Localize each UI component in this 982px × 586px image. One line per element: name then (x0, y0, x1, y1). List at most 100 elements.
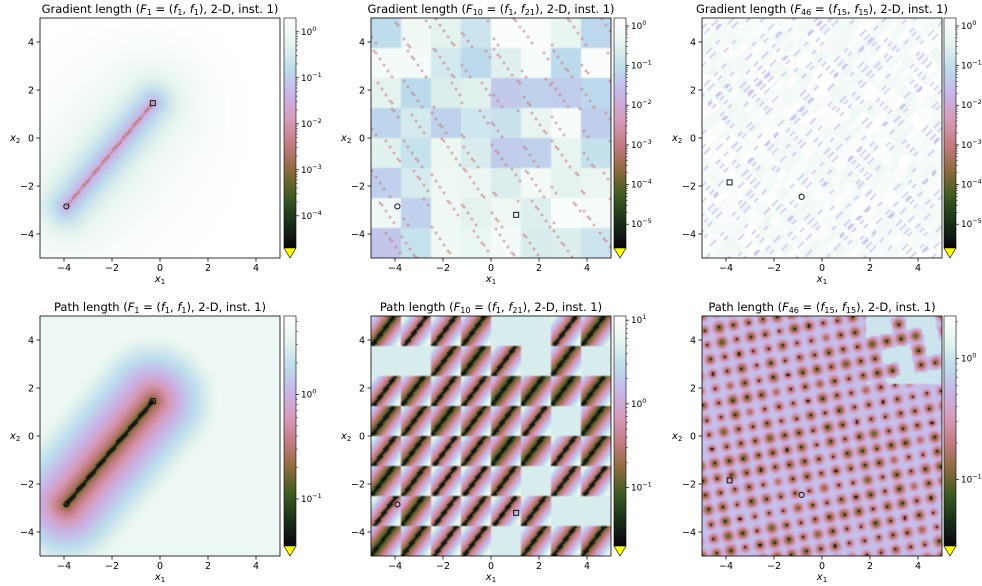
colorbar-gradient (613, 315, 627, 547)
colorbar-tick-label: 10−5 (631, 217, 652, 230)
chart-title: Path length (F46 = (f15, f15), 2-D, inst… (708, 300, 935, 315)
x-tick-label: −4 (719, 263, 733, 274)
colorbar-under-triangle (283, 247, 297, 259)
x-tick-label: −4 (57, 561, 71, 572)
y-tick-label: −4 (682, 230, 696, 241)
subplot-6: −4 −2 0 2 4 −4 −2 0 2 4 x1 x2 Path length (F46 = (f1… (671, 300, 982, 584)
y-tick-label: 2 (690, 384, 696, 395)
colorbar-tick-label: 10−2 (961, 98, 982, 111)
colorbar-tick-label: 10−3 (301, 163, 322, 176)
subplot-1: −4 −2 0 2 4 −4 −2 0 2 4 x1 x2 Gradient length (F1 = … (9, 2, 322, 286)
y-tick-label: −2 (682, 182, 696, 193)
x-tick-label: −4 (57, 263, 71, 274)
subplot-2: −4 −2 0 2 4 −4 −2 0 2 4 x1 x2 Gradient length (F10 =… (340, 2, 652, 286)
colorbar: 100 10−1 10−2 10−3 10−4 10−5 (613, 17, 652, 259)
colorbar: 101 100 10−1 (613, 313, 652, 557)
colorbar-tick-label: 10−4 (961, 178, 982, 191)
colorbar-tick-label: 10−4 (631, 178, 652, 191)
subplot-5: −4 −2 0 2 4 −4 −2 0 2 4 x1 x2 Path length (F10 = (f1… (340, 300, 652, 584)
y-tick-label: 2 (359, 384, 365, 395)
x-axis-label: x1 (816, 274, 827, 286)
heatmap-image (40, 18, 280, 258)
y-tick-label: 0 (359, 432, 365, 443)
colorbar: 100 10−1 10−2 10−3 10−4 (283, 17, 322, 259)
y-tick-label: −4 (682, 528, 696, 539)
y-axis-label: x2 (671, 431, 682, 443)
x-tick-label: −2 (767, 263, 781, 274)
x-tick-label: −2 (436, 263, 450, 274)
colorbar-gradient (943, 17, 957, 249)
y-tick-label: 0 (690, 432, 696, 443)
y-axis-label: x2 (9, 133, 20, 145)
x-tick-label: 2 (536, 263, 542, 274)
y-tick-label: 0 (359, 134, 365, 145)
y-tick-label: 4 (28, 38, 34, 49)
colorbar-tick-label: 100 (961, 351, 976, 364)
colorbar: 100 10−1 (943, 315, 982, 557)
y-tick-label: 2 (690, 86, 696, 97)
x-tick-label: 4 (584, 263, 590, 274)
x-tick-label: 2 (536, 561, 542, 572)
colorbar-under-triangle (283, 545, 297, 557)
y-axis-label: x2 (340, 133, 351, 145)
colorbar-tick-label: 100 (301, 387, 316, 400)
heatmap-image (702, 18, 942, 258)
x-tick-label: 4 (915, 263, 921, 274)
x-tick-label: 0 (157, 561, 163, 572)
y-tick-label: 0 (690, 134, 696, 145)
y-tick-label: −2 (20, 480, 34, 491)
y-tick-label: −4 (351, 528, 365, 539)
optimum-square-marker (513, 509, 520, 516)
heatmap-image (371, 316, 611, 556)
colorbar-under-triangle (613, 247, 627, 259)
y-tick-label: −4 (20, 230, 34, 241)
x-tick-label: 2 (867, 561, 873, 572)
subplot-4: −4 −2 0 2 4 −4 −2 0 2 4 x1 x2 Path length (F1 = (f1,… (9, 300, 322, 584)
colorbar-tick-label: 10−3 (961, 138, 982, 151)
x-tick-label: 4 (253, 263, 259, 274)
colorbar: 100 10−1 (283, 315, 322, 557)
colorbar-tick-label: 100 (301, 25, 316, 38)
heatmap-image (371, 18, 611, 258)
x-axis-label: x1 (485, 572, 496, 584)
colorbar-under-triangle (613, 545, 627, 557)
x-tick-label: 0 (488, 561, 494, 572)
y-tick-label: 0 (28, 432, 34, 443)
x-tick-label: −2 (767, 561, 781, 572)
y-tick-label: 2 (28, 384, 34, 395)
colorbar-under-triangle (943, 247, 957, 259)
x-tick-label: −2 (105, 263, 119, 274)
optimum-circle-marker (394, 203, 401, 210)
x-tick-label: 2 (867, 263, 873, 274)
x-axis-label: x1 (816, 572, 827, 584)
x-axis-label: x1 (154, 274, 165, 286)
x-tick-label: −4 (719, 561, 733, 572)
colorbar: 100 10−1 10−2 10−3 10−4 10−5 (943, 17, 982, 259)
optimum-square-marker (513, 211, 520, 218)
colorbar-gradient (943, 315, 957, 547)
y-axis-label: x2 (340, 431, 351, 443)
colorbar-tick-label: 10−2 (631, 98, 652, 111)
optimum-circle-marker (394, 501, 401, 508)
y-tick-label: −4 (351, 230, 365, 241)
y-tick-label: 2 (359, 86, 365, 97)
y-tick-label: −2 (20, 182, 34, 193)
x-tick-label: −4 (388, 263, 402, 274)
chart-title: Gradient length (F1 = (f1, f1), 2-D, ins… (42, 2, 279, 17)
y-tick-label: −2 (351, 182, 365, 193)
optimum-circle-marker (63, 501, 70, 508)
colorbar-tick-label: 10−4 (301, 209, 322, 222)
x-tick-label: −2 (105, 561, 119, 572)
x-tick-label: 0 (157, 263, 163, 274)
subplot-3: −4 −2 0 2 4 −4 −2 0 2 4 x1 x2 Gradient length (F46 =… (671, 2, 982, 286)
colorbar-tick-label: 100 (961, 19, 976, 32)
colorbar-tick-label: 10−1 (301, 71, 322, 84)
y-tick-label: 4 (28, 336, 34, 347)
colorbar-tick-label: 100 (631, 397, 646, 410)
optimum-circle-marker (798, 491, 805, 498)
colorbar-gradient (283, 17, 297, 249)
colorbar-tick-label: 101 (631, 313, 646, 326)
optimum-circle-marker (63, 203, 70, 210)
heatmap-image (40, 316, 280, 556)
